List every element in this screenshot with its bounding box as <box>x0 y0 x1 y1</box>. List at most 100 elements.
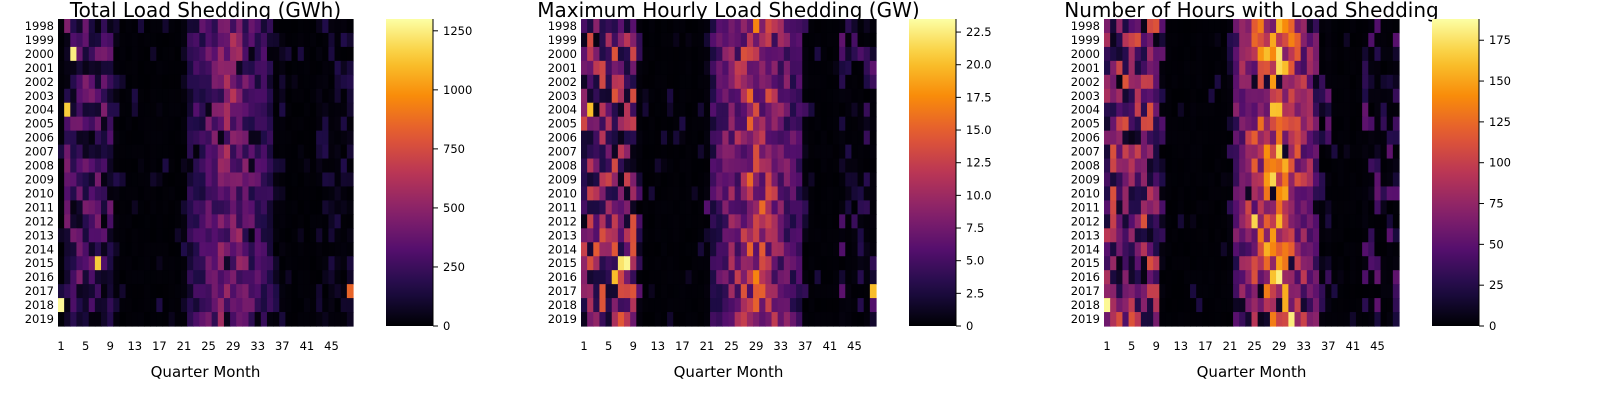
heatmap-cell <box>1177 242 1185 257</box>
heatmap-cell <box>285 19 293 34</box>
heatmap-cell <box>1159 144 1167 160</box>
heatmap-cell <box>162 312 170 327</box>
heatmap-cell <box>759 32 766 48</box>
heatmap-cell <box>1343 130 1351 146</box>
heatmap-cell <box>1337 172 1345 188</box>
heatmap-cell <box>1110 214 1117 229</box>
heatmap-cell <box>1177 312 1185 327</box>
heatmap-cell <box>199 158 207 174</box>
heatmap-cell <box>851 116 859 132</box>
heatmap-cell <box>223 46 231 62</box>
heatmap-cell <box>1226 284 1234 299</box>
heatmap-cell <box>728 186 736 201</box>
y-tick-label: 2001 <box>25 61 54 75</box>
heatmap-cell <box>869 270 877 285</box>
heatmap-cell <box>746 228 754 243</box>
heatmap-cell <box>174 130 182 146</box>
colorbar-tick-label: 12.5 <box>966 156 992 170</box>
heatmap-cell <box>193 88 200 104</box>
heatmap-cell <box>1110 200 1117 215</box>
heatmap-cell <box>802 186 809 201</box>
heatmap-cell <box>832 186 840 201</box>
heatmap-cell <box>94 186 102 201</box>
heatmap-cell <box>1128 228 1136 243</box>
heatmap-cell <box>648 19 656 34</box>
heatmap-cell <box>617 144 625 160</box>
heatmap-cell <box>1134 256 1142 271</box>
heatmap-cell <box>1325 186 1332 201</box>
heatmap-cell <box>156 116 164 132</box>
heatmap-cell <box>617 46 625 62</box>
heatmap-cell <box>156 200 164 215</box>
heatmap-cell <box>1147 312 1154 327</box>
heatmap-cell <box>1362 298 1369 313</box>
heatmap-cell <box>113 172 121 188</box>
heatmap-cell <box>211 242 219 257</box>
heatmap-cell <box>1374 270 1382 285</box>
heatmap-cell <box>137 270 145 285</box>
heatmap-cell <box>58 242 65 257</box>
heatmap-cell <box>605 200 613 215</box>
heatmap-cell <box>826 298 834 313</box>
heatmap-cell <box>180 200 188 215</box>
heatmap-cell <box>162 19 170 34</box>
heatmap-cell <box>64 60 71 76</box>
heatmap-cell <box>1312 60 1320 76</box>
heatmap-cell <box>1233 186 1240 201</box>
heatmap-cell <box>1294 298 1302 313</box>
heatmap-cell <box>1110 74 1117 90</box>
heatmap-cell <box>642 158 650 174</box>
heatmap-cell <box>248 88 256 104</box>
heatmap-cell <box>1208 144 1216 160</box>
heatmap-cell <box>346 200 354 215</box>
heatmap-cell <box>1288 214 1296 229</box>
heatmap-cell <box>1263 88 1271 104</box>
heatmap-cell <box>254 130 262 146</box>
heatmap-cell <box>1257 130 1265 146</box>
heatmap-cell <box>322 200 330 215</box>
heatmap-cell <box>624 228 631 243</box>
heatmap-cell <box>1159 32 1167 48</box>
heatmap-cell <box>654 228 662 243</box>
heatmap-cell <box>1214 256 1222 271</box>
x-tick-label: 41 <box>300 339 315 353</box>
heatmap-cell <box>617 19 625 34</box>
heatmap-cell <box>260 312 268 327</box>
heatmap-cell <box>697 298 705 313</box>
heatmap-cell <box>685 32 693 48</box>
heatmap-cell <box>593 102 601 118</box>
heatmap-cell <box>808 242 816 257</box>
heatmap-cell <box>94 102 102 118</box>
heatmap-cell <box>1294 32 1302 48</box>
heatmap-cell <box>150 186 157 201</box>
heatmap-cell <box>839 19 846 34</box>
heatmap-cell <box>113 102 121 118</box>
heatmap-cell <box>740 32 748 48</box>
heatmap-cell <box>1337 116 1345 132</box>
heatmap-cell <box>1355 102 1363 118</box>
heatmap-cell <box>236 158 243 174</box>
heatmap-cell <box>291 256 299 271</box>
heatmap-cell <box>1392 60 1400 76</box>
heatmap-cell <box>1122 60 1130 76</box>
heatmap-cell <box>728 256 736 271</box>
heatmap-cell <box>1147 46 1154 62</box>
heatmap-cell <box>845 312 853 327</box>
heatmap-cell <box>119 242 127 257</box>
heatmap-cell <box>297 186 305 201</box>
heatmap-cell <box>1392 144 1400 160</box>
heatmap-cell <box>648 242 656 257</box>
heatmap-cell <box>94 298 102 313</box>
heatmap-cell <box>1177 298 1185 313</box>
heatmap-cell <box>1374 214 1382 229</box>
heatmap-cell <box>685 116 693 132</box>
heatmap-cell <box>205 46 213 62</box>
heatmap-cell <box>248 228 256 243</box>
heatmap-cell <box>648 116 656 132</box>
heatmap-cell <box>150 19 157 34</box>
heatmap-cell <box>1239 228 1246 243</box>
heatmap-cell <box>660 60 668 76</box>
heatmap-cell <box>266 228 274 243</box>
heatmap-cell <box>1153 60 1160 76</box>
heatmap-cell <box>1294 130 1302 146</box>
